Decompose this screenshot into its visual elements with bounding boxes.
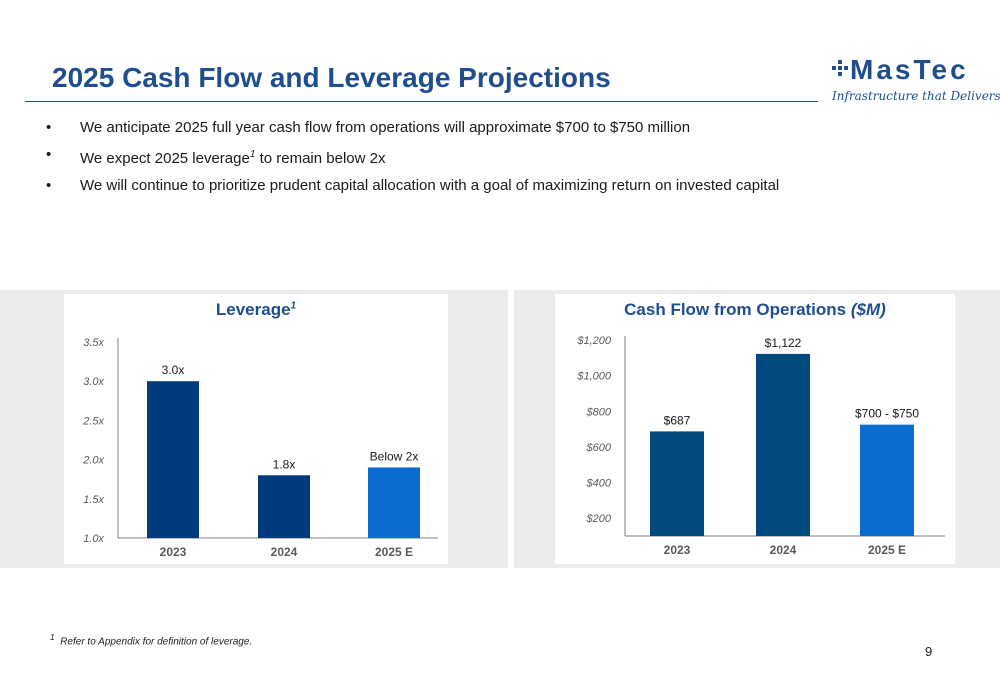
- bullet-list: • We anticipate 2025 full year cash flow…: [46, 114, 779, 199]
- data-label: Below 2x: [370, 449, 419, 463]
- cash-flow-chart-title: Cash Flow from Operations ($M): [555, 300, 955, 320]
- page-title: 2025 Cash Flow and Leverage Projections: [52, 62, 611, 93]
- leverage-chart-title: Leverage1: [64, 300, 448, 320]
- data-label: $700 - $750: [855, 407, 919, 421]
- bullet-item: • We expect 2025 leverage1 to remain bel…: [46, 141, 779, 172]
- y-tick-label: 1.5x: [83, 494, 104, 506]
- mastec-logo: MasTec Infrastructure that Delivers: [832, 52, 1000, 108]
- logo-mark-icon: [832, 60, 848, 76]
- x-tick-label: 2024: [770, 543, 797, 557]
- bullet-marker: •: [46, 119, 52, 136]
- y-tick-label: 1.0x: [83, 533, 104, 545]
- leverage-title-footnote-ref: 1: [290, 300, 297, 312]
- y-tick-label: $800: [586, 406, 612, 418]
- y-tick-label: $400: [586, 478, 612, 490]
- y-tick-label: $200: [586, 513, 612, 525]
- y-tick-label: $600: [586, 442, 612, 454]
- y-tick-label: 2.0x: [82, 455, 104, 467]
- y-tick-label: 2.5x: [82, 415, 104, 427]
- logo-wordmark: MasTec: [850, 54, 969, 85]
- bar-2023: [147, 381, 199, 538]
- cash-flow-title-text: Cash Flow from Operations: [624, 300, 847, 319]
- title-divider: [25, 101, 818, 102]
- bar-2025-e: [860, 424, 914, 536]
- footnote-ref: 1: [249, 149, 256, 160]
- bullet-text: We will continue to prioritize prudent c…: [80, 177, 780, 194]
- y-tick-label: 3.0x: [83, 376, 104, 388]
- x-tick-label: 2023: [664, 543, 691, 557]
- bar-2024: [756, 353, 810, 536]
- cash-flow-chart: $200 $400 $600 $800 $1,000 $1,200 $687 2023 $1,1…: [576, 335, 945, 557]
- footnote: 1 Refer to Appendix for definition of le…: [50, 632, 252, 647]
- leverage-chart: 1.0x 1.5x 2.0x 2.5x 3.0x 3.5x 3.0x 2023 1.8x 2024…: [82, 337, 438, 559]
- bullet-text-post: to remain below 2x: [255, 150, 386, 167]
- y-tick-label: $1,200: [576, 335, 612, 347]
- y-tick-label: $1,000: [576, 371, 612, 383]
- data-label: 1.8x: [273, 457, 296, 471]
- data-label: 3.0x: [162, 363, 185, 377]
- bullet-marker: •: [46, 177, 52, 194]
- x-tick-label: 2025 E: [868, 543, 906, 557]
- footnote-text: Refer to Appendix for definition of leve…: [60, 636, 253, 648]
- page-number: 9: [925, 644, 933, 659]
- bar-2023: [650, 431, 704, 536]
- bar-2025-e: [368, 467, 420, 538]
- cash-flow-title-unit: ($M): [850, 300, 886, 319]
- data-label: $687: [664, 413, 691, 427]
- bullet-marker: •: [46, 146, 52, 163]
- x-tick-label: 2025 E: [375, 545, 413, 559]
- footnote-marker: 1: [50, 632, 55, 642]
- x-tick-label: 2024: [271, 545, 298, 559]
- bullet-item: • We will continue to prioritize prudent…: [46, 172, 779, 199]
- leverage-title-text: Leverage: [215, 300, 291, 319]
- x-tick-label: 2023: [160, 545, 187, 559]
- y-tick-label: 3.5x: [83, 337, 104, 349]
- bullet-item: • We anticipate 2025 full year cash flow…: [46, 114, 779, 141]
- bar-2024: [258, 475, 310, 538]
- data-label: $1,122: [765, 336, 802, 350]
- bullet-text-pre: We expect 2025 leverage: [80, 150, 250, 167]
- bullet-text: We anticipate 2025 full year cash flow f…: [80, 119, 691, 136]
- logo-tagline: Infrastructure that Delivers: [832, 89, 1000, 103]
